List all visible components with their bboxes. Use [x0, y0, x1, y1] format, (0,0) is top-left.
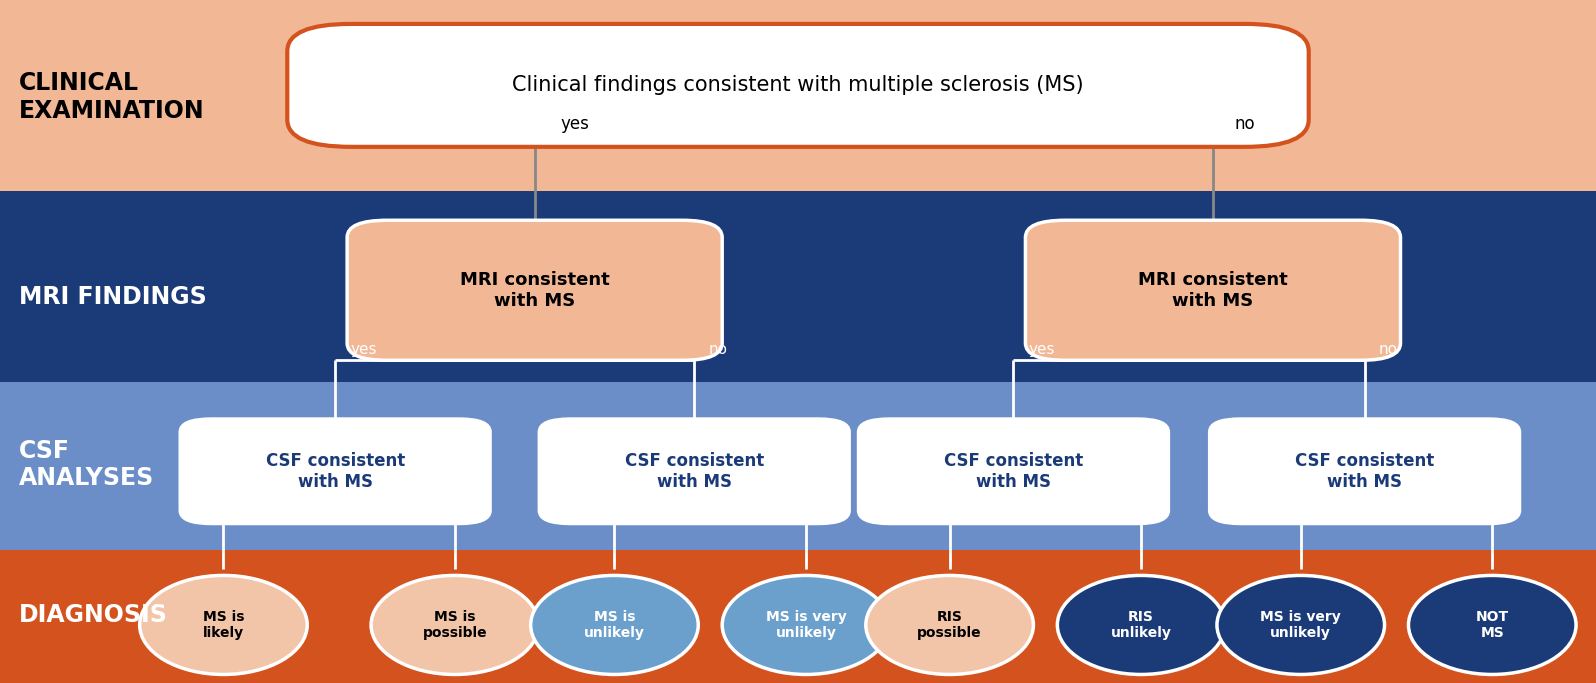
Text: no: no	[709, 342, 728, 357]
Text: MRI consistent
with MS: MRI consistent with MS	[460, 271, 610, 309]
Text: yes: yes	[351, 342, 377, 357]
FancyBboxPatch shape	[348, 220, 721, 361]
Polygon shape	[0, 191, 1596, 382]
Text: MS is very
unlikely: MS is very unlikely	[1261, 610, 1341, 640]
Ellipse shape	[1216, 575, 1384, 674]
Polygon shape	[0, 0, 1596, 191]
Text: CSF consistent
with MS: CSF consistent with MS	[624, 452, 764, 490]
Text: yes: yes	[236, 501, 259, 515]
Text: CSF
ANALYSES: CSF ANALYSES	[19, 438, 155, 490]
Text: yes: yes	[560, 115, 589, 133]
FancyBboxPatch shape	[538, 418, 849, 525]
FancyBboxPatch shape	[857, 418, 1168, 525]
Text: CSF consistent
with MS: CSF consistent with MS	[1294, 452, 1435, 490]
Text: MRI FINDINGS: MRI FINDINGS	[19, 285, 207, 309]
Ellipse shape	[530, 575, 699, 674]
Text: no: no	[1503, 501, 1519, 515]
Text: CSF consistent
with MS: CSF consistent with MS	[265, 452, 405, 490]
Text: no: no	[466, 501, 482, 515]
Text: CLINICAL
EXAMINATION: CLINICAL EXAMINATION	[19, 71, 204, 123]
Text: yes: yes	[627, 501, 650, 515]
Text: MS is
possible: MS is possible	[423, 610, 487, 640]
Text: DIAGNOSIS: DIAGNOSIS	[19, 602, 168, 627]
Text: NOT
MS: NOT MS	[1476, 610, 1508, 640]
Ellipse shape	[865, 575, 1034, 674]
Ellipse shape	[370, 575, 539, 674]
FancyBboxPatch shape	[1210, 418, 1519, 525]
Text: MRI consistent
with MS: MRI consistent with MS	[1138, 271, 1288, 309]
Text: MS is
unlikely: MS is unlikely	[584, 610, 645, 640]
Text: no: no	[817, 501, 833, 515]
Ellipse shape	[140, 575, 306, 674]
Polygon shape	[0, 550, 1596, 683]
FancyBboxPatch shape	[287, 24, 1309, 147]
Text: MS is
likely: MS is likely	[203, 610, 244, 640]
Ellipse shape	[721, 575, 891, 674]
Text: MS is very
unlikely: MS is very unlikely	[766, 610, 846, 640]
Text: no: no	[1379, 342, 1398, 357]
Polygon shape	[0, 382, 1596, 550]
Text: CSF consistent
with MS: CSF consistent with MS	[943, 452, 1084, 490]
Ellipse shape	[1057, 575, 1224, 674]
Ellipse shape	[1408, 575, 1575, 674]
Text: yes: yes	[1314, 501, 1336, 515]
FancyBboxPatch shape	[1025, 220, 1401, 361]
FancyBboxPatch shape	[179, 418, 492, 525]
Text: Clinical findings consistent with multiple sclerosis (MS): Clinical findings consistent with multip…	[512, 75, 1084, 96]
Text: yes: yes	[962, 501, 985, 515]
Text: RIS
possible: RIS possible	[918, 610, 982, 640]
Text: yes: yes	[1029, 342, 1055, 357]
Text: no: no	[1152, 501, 1168, 515]
Text: no: no	[1235, 115, 1254, 133]
Text: RIS
unlikely: RIS unlikely	[1111, 610, 1171, 640]
